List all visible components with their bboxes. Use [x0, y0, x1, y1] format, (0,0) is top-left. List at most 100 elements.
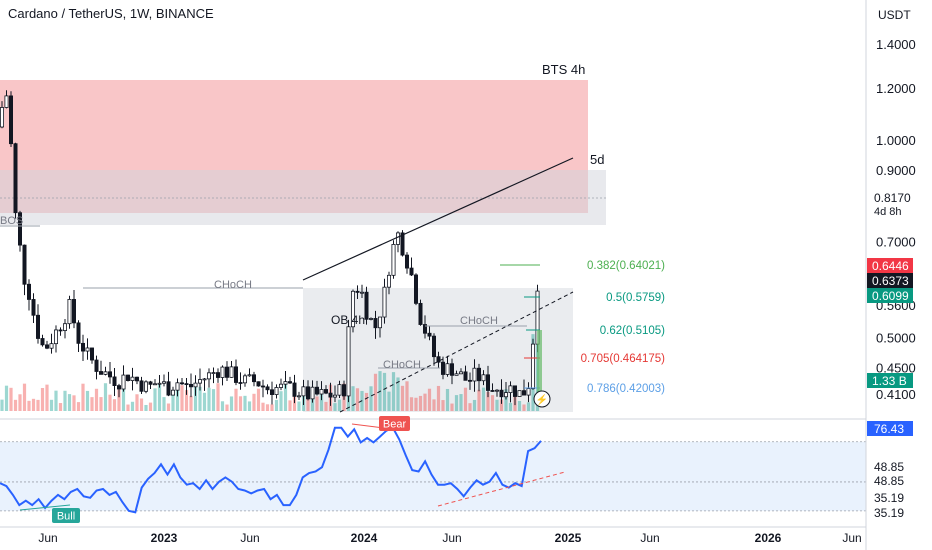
candle-body [508, 385, 513, 394]
volume-bar [198, 386, 202, 411]
candle-body [404, 254, 409, 269]
candle-body [265, 386, 270, 391]
volume-bar [112, 399, 117, 411]
candle-body [4, 95, 9, 108]
fib-label: 0.62(0.5105) [600, 325, 665, 337]
volume-bar [256, 388, 261, 411]
volume-bar [414, 397, 418, 411]
candle-body [481, 374, 486, 382]
volume-bar [117, 389, 121, 411]
candle-body [85, 347, 90, 352]
volume-bar [463, 387, 468, 411]
volume-bar [355, 388, 360, 411]
trendline-resistance [302, 157, 574, 281]
candle-body [499, 389, 504, 398]
candle-body [395, 232, 400, 245]
candle-body [531, 343, 536, 390]
volume-bar [234, 388, 238, 411]
volume-bar [4, 385, 9, 411]
rsi-support-dashed [437, 471, 566, 507]
price-tick-label: 0.9000 [876, 163, 916, 178]
time-tick-label: Jun [442, 531, 461, 545]
candle-body [513, 385, 518, 397]
rsi-bull-divergence [19, 504, 71, 511]
candle-body [224, 366, 229, 378]
candle-body [139, 380, 144, 392]
candle-body [323, 389, 328, 394]
candle-body [260, 385, 265, 388]
volume-bar [504, 389, 508, 411]
rsi-line [0, 426, 542, 514]
candle-body [409, 267, 414, 276]
volume-bar [207, 387, 211, 411]
lightning-icon [533, 390, 551, 408]
volume-bar [9, 387, 13, 411]
fib-label: 0.382(0.64021) [587, 260, 665, 272]
volume-bar [270, 404, 274, 411]
candle-body [364, 291, 369, 320]
candle-body [422, 324, 427, 334]
volume-bar [162, 397, 166, 411]
volume-bar [130, 401, 135, 411]
candle-body [103, 371, 108, 375]
candle-body [166, 381, 171, 396]
volume-bar [121, 386, 126, 411]
price-badge-text: 0.6446 [872, 259, 909, 273]
volume-bar [369, 386, 373, 411]
candle-body [472, 367, 477, 382]
volume-bar [522, 404, 526, 411]
volume-bar [72, 395, 76, 411]
candle-body [382, 286, 387, 318]
time-axis[interactable]: Jun 2023 Jun 2024 Jun 2025 Jun 2026 Jun [0, 526, 866, 545]
volume-bar [49, 399, 54, 411]
symbol-title: Cardano / TetherUS, 1W, BINANCE [8, 6, 214, 21]
volume-bar [481, 387, 486, 411]
bull-badge [52, 508, 80, 523]
candle-body [400, 232, 405, 256]
candle-body [251, 374, 256, 383]
candle-body [269, 389, 274, 395]
volume-bar [445, 388, 450, 411]
volume-bar [0, 399, 4, 411]
time-tick-label: Jun [240, 531, 259, 545]
volume-bar [216, 383, 220, 411]
candle-body [431, 335, 436, 358]
candle-body [247, 374, 252, 377]
volume-bar [247, 401, 252, 411]
price-axis[interactable]: USDT1.40001.20001.00000.90000.70000.5600… [865, 0, 916, 550]
volume-bar [364, 392, 369, 411]
volume-bar [76, 402, 81, 411]
candle-body [215, 372, 220, 378]
candle-body [36, 314, 41, 339]
lightning-glyph: ⚡ [536, 393, 548, 406]
candle-body [148, 381, 153, 385]
price-badge [867, 373, 913, 388]
rsi-tick-label: 35.19 [874, 506, 904, 520]
candle-body [368, 318, 373, 320]
volume-bar [139, 398, 144, 411]
volume-bar [90, 397, 94, 411]
candle-body [94, 359, 99, 372]
volume-bar [229, 396, 234, 411]
volume-bar [351, 386, 355, 411]
volume-bar [243, 395, 247, 411]
price-tick-label: 1.0000 [876, 133, 916, 148]
volume-bar [297, 401, 301, 411]
volume-bar [526, 402, 531, 411]
candle-body [440, 361, 445, 375]
volume-bar [103, 383, 108, 411]
volume-bar [81, 383, 85, 411]
volume-bar [423, 393, 427, 411]
volume-bar [238, 396, 243, 411]
candle-body [175, 382, 180, 391]
volume-bar [400, 385, 405, 411]
candle-body [121, 374, 126, 390]
volume-bar [324, 401, 328, 411]
volume-bar [373, 373, 378, 411]
candle-body [211, 372, 216, 374]
candle-body [346, 326, 351, 397]
candle-body [220, 366, 225, 378]
volume-bar [85, 390, 90, 411]
price-tick-label: 1.4000 [876, 37, 916, 52]
